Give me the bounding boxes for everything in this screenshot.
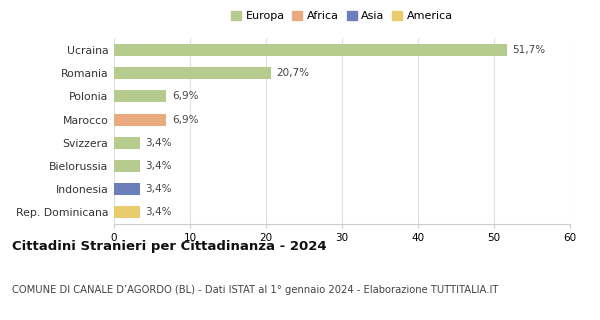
Text: 3,4%: 3,4% [145, 161, 172, 171]
Text: 6,9%: 6,9% [172, 115, 198, 124]
Text: Cittadini Stranieri per Cittadinanza - 2024: Cittadini Stranieri per Cittadinanza - 2… [12, 240, 326, 253]
Bar [114, 183, 140, 195]
Text: 3,4%: 3,4% [145, 184, 172, 194]
Bar [114, 90, 166, 102]
Text: COMUNE DI CANALE D’AGORDO (BL) - Dati ISTAT al 1° gennaio 2024 - Elaborazione TU: COMUNE DI CANALE D’AGORDO (BL) - Dati IS… [12, 285, 499, 295]
Bar [114, 160, 140, 172]
Bar [114, 137, 140, 149]
Text: 3,4%: 3,4% [145, 207, 172, 217]
Bar [114, 44, 507, 56]
Text: 20,7%: 20,7% [277, 68, 310, 78]
Bar [114, 206, 140, 219]
Text: 3,4%: 3,4% [145, 138, 172, 148]
Bar [114, 67, 271, 79]
Text: 51,7%: 51,7% [512, 45, 545, 55]
Text: 6,9%: 6,9% [172, 92, 198, 101]
Bar [114, 114, 166, 126]
Legend: Europa, Africa, Asia, America: Europa, Africa, Asia, America [227, 6, 457, 25]
